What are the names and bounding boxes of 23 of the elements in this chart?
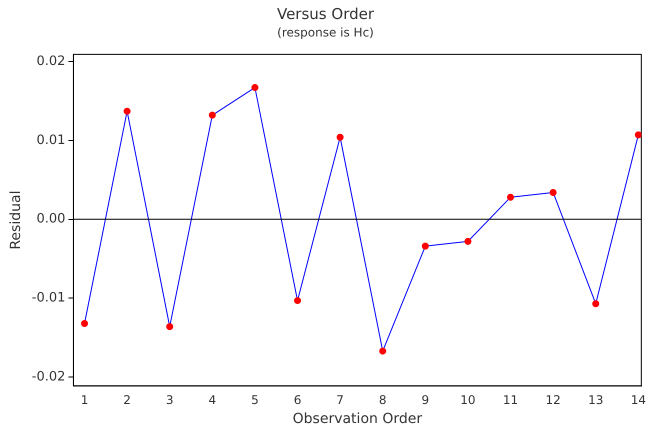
chart-title: Versus Order [276, 4, 375, 23]
x-tick-label: 7 [336, 393, 344, 408]
y-tick-label: -0.01 [32, 290, 66, 306]
y-tick-label: 0.00 [36, 212, 66, 227]
y-axis-title: Residual [8, 190, 24, 250]
x-tick-label: 9 [422, 393, 430, 408]
x-axis-title: Observation Order [292, 411, 422, 428]
chart-subtitle: (response is Hc) [277, 25, 374, 40]
x-tick-label: 10 [460, 393, 476, 408]
x-tick-label: 6 [294, 393, 302, 408]
x-tick-label: 1 [80, 393, 88, 408]
x-tick-label: 2 [123, 393, 131, 408]
x-tick-label: 3 [166, 393, 174, 408]
x-tick-label: 13 [588, 393, 604, 408]
x-tick-label: 4 [208, 393, 216, 408]
y-tick-label: -0.02 [32, 369, 66, 384]
x-tick-label: 14 [630, 393, 646, 408]
x-tick-label: 5 [251, 393, 259, 408]
x-tick-label: 12 [545, 393, 561, 408]
y-tick-label: 0.01 [36, 132, 66, 148]
x-tick-label: 8 [378, 393, 387, 408]
x-tick-label: 11 [502, 393, 518, 408]
y-tick-label: 0.02 [36, 54, 66, 69]
